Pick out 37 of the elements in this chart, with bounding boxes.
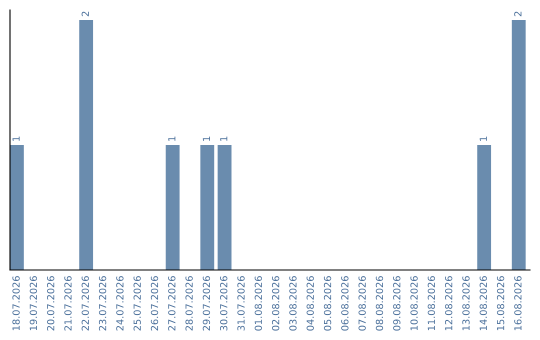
x-tick-label: 04.08.2026 (306, 276, 314, 331)
x-tick-label: 30.07.2026 (220, 276, 228, 330)
x-tick-label: 12.08.2026 (445, 276, 452, 330)
x-tick-label: 25.07.2026 (134, 276, 141, 331)
x-tick-label: 19.07.2026 (30, 276, 38, 330)
x-tick-label: 23.07.2026 (98, 276, 106, 331)
x-tick-label: 07.08.2026 (358, 276, 366, 331)
x-tick-label: 18.07.2026 (12, 276, 20, 330)
x-tick-label: 06.08.2026 (341, 276, 349, 331)
x-tick-label: 14.08.2026 (480, 276, 487, 330)
x-tick-label: 24.07.2026 (116, 276, 124, 331)
x-tick-label: 08.08.2026 (376, 276, 384, 331)
x-tick-label: 11.08.2026 (428, 276, 436, 330)
x-tick-label: 10.08.2026 (410, 276, 418, 330)
x-tick-label: 09.08.2026 (393, 276, 400, 331)
data-label: 1 (220, 136, 228, 141)
x-tick-label: 16.08.2026 (514, 276, 522, 330)
x-tick-label: 22.07.2026 (82, 276, 89, 331)
x-tick-label: 03.08.2026 (289, 276, 297, 331)
data-label: 1 (12, 136, 20, 141)
x-tick-label: 27.07.2026 (168, 276, 176, 331)
data-label: 2 (514, 12, 522, 16)
data-label: 1 (168, 136, 176, 141)
x-tick-label: 01.08.2026 (254, 276, 262, 331)
x-tick-label: 15.08.2026 (496, 276, 504, 330)
x-tick-label: 28.07.2026 (185, 276, 193, 331)
x-tick-label: 13.08.2026 (462, 276, 470, 330)
data-label: 1 (202, 136, 210, 141)
x-tick-label: 20.07.2026 (47, 276, 54, 331)
x-tick-label: 02.08.2026 (272, 276, 280, 331)
x-tick-label: 05.08.2026 (324, 276, 332, 331)
data-label: 2 (82, 12, 89, 16)
x-tick-label: 29.07.2026 (202, 276, 210, 331)
x-tick-label: 31.07.2026 (237, 276, 245, 330)
x-tick-label: 21.07.2026 (64, 276, 72, 331)
x-tick-label: 26.07.2026 (150, 276, 158, 331)
data-label: 1 (480, 136, 487, 141)
